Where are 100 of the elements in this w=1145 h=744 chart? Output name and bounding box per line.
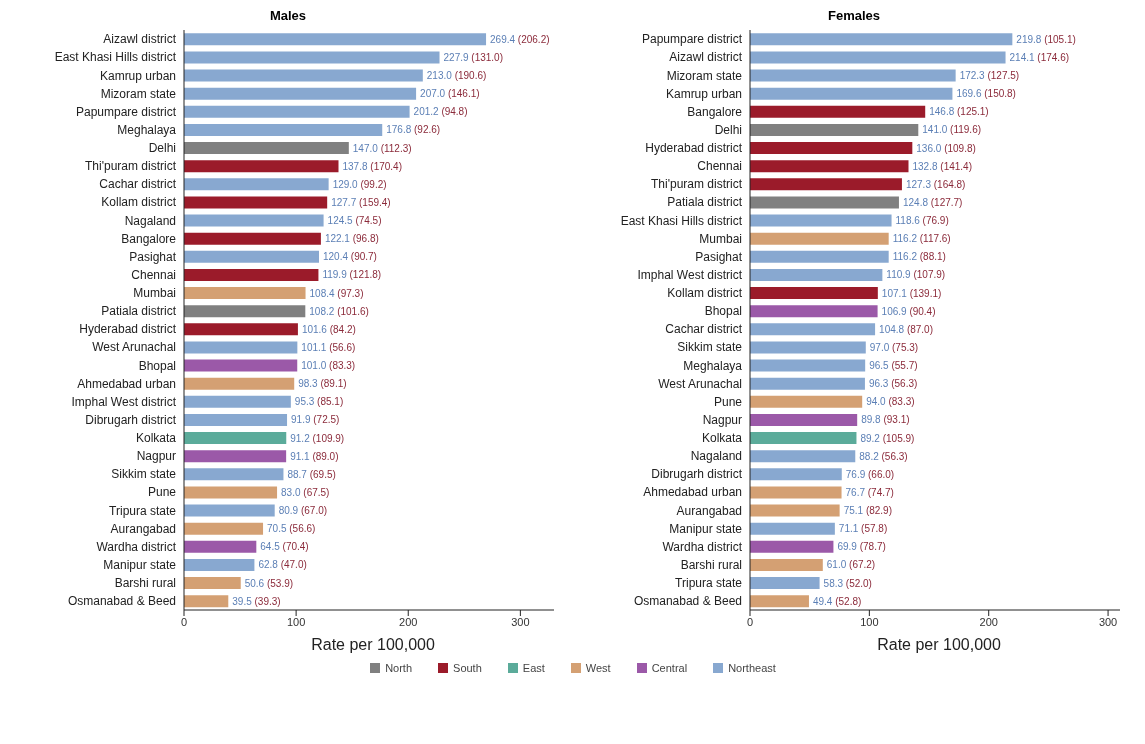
y-tick-label: Bhopal [138, 358, 176, 373]
legend-label: North [385, 662, 413, 674]
bar [750, 51, 1006, 64]
data-label: 124.5 (74.5) [327, 215, 382, 227]
data-label: 116.2 (117.6) [892, 233, 951, 245]
bar [184, 432, 287, 445]
data-label: 91.1 (89.0) [290, 450, 339, 462]
bar [750, 123, 919, 136]
bar [184, 69, 423, 82]
bar [184, 323, 298, 336]
data-label: 50.6 (53.9) [244, 577, 294, 589]
bar [184, 123, 383, 136]
bar [750, 577, 820, 590]
y-tick-label: Aizawl district [669, 50, 743, 65]
data-label: 94.0 (83.3) [866, 396, 915, 408]
y-tick-label: Papumpare district [75, 104, 177, 119]
data-label: 61.0 (67.2) [826, 559, 876, 571]
data-label: 120.4 (90.7) [322, 251, 377, 263]
y-tick-label: Cachar district [99, 177, 177, 192]
data-label: 118.6 (76.9) [895, 215, 949, 227]
bar [184, 558, 255, 571]
bar [750, 341, 866, 354]
y-tick-label: Osmanabad & Beed [633, 594, 742, 609]
bar [750, 69, 956, 82]
data-label: 108.4 (97.3) [309, 287, 364, 299]
data-label: 88.7 (69.5) [287, 468, 336, 480]
y-tick-label: Ahmedabad urban [643, 485, 742, 500]
y-tick-label: Osmanabad & Beed [67, 594, 176, 609]
y-tick-label: Ahmedabad urban [77, 376, 176, 391]
x-axis-title: Rate per 100,000 [310, 636, 436, 654]
bar [184, 142, 349, 155]
y-tick-label: Thi'puram district [651, 177, 743, 192]
data-label: 98.3 (89.1) [298, 378, 347, 390]
data-label: 89.8 (93.1) [861, 414, 910, 426]
y-tick-label: Sikkim state [677, 340, 743, 355]
data-label: 96.5 (55.7) [869, 360, 918, 372]
y-tick-label: West Arunachal [658, 376, 742, 391]
y-tick-label: Sikkim state [111, 467, 177, 482]
y-tick-label: Nagpur [702, 412, 742, 427]
legend-label: West [585, 662, 611, 674]
y-tick-label: Wardha district [662, 539, 743, 554]
data-label: 97.0 (75.3) [869, 341, 919, 353]
y-tick-label: East Khasi Hills district [54, 50, 177, 65]
bar [184, 359, 298, 372]
bar [184, 196, 328, 209]
data-label: 83.0 (67.5) [281, 486, 330, 498]
bar [184, 504, 275, 517]
data-label: 89.2 (105.9) [860, 432, 915, 444]
data-label: 147.0 (112.3) [352, 142, 412, 154]
data-label: 116.2 (88.1) [892, 251, 946, 263]
bar [184, 595, 229, 608]
data-label: 141.0 (119.6) [922, 124, 982, 136]
data-label: 146.8 (125.1) [929, 106, 989, 118]
y-tick-label: Kollam district [101, 195, 177, 210]
data-label: 227.9 (131.0) [443, 51, 504, 63]
data-label: 75.1 (82.9) [843, 505, 893, 517]
bar [184, 305, 306, 318]
data-label: 95.3 (85.1) [294, 396, 344, 408]
bar [750, 305, 878, 318]
bar [750, 33, 1013, 46]
bar [750, 232, 889, 245]
bar [750, 450, 856, 463]
bar [750, 214, 892, 227]
data-label: 172.3 (127.5) [959, 70, 1020, 82]
data-label: 176.8 (92.6) [386, 124, 441, 136]
data-label: 107.1 (139.1) [881, 287, 942, 299]
bar [750, 468, 842, 481]
data-label: 122.1 (96.8) [324, 233, 379, 245]
legend-label: Central [651, 662, 688, 674]
bar [184, 540, 257, 553]
data-label: 214.1 (174.6) [1009, 51, 1070, 63]
y-tick-label: Barshi rural [680, 557, 742, 572]
y-tick-label: East Khasi Hills district [620, 213, 743, 228]
data-label: 76.9 (66.0) [845, 468, 895, 480]
bar [750, 178, 902, 191]
y-tick-label: Aizawl district [103, 32, 177, 47]
y-tick-label: Tripura state [109, 503, 177, 518]
data-label: 136.0 (109.8) [916, 142, 976, 154]
y-tick-label: Pune [713, 394, 743, 409]
bar [184, 250, 319, 263]
bar [750, 540, 834, 553]
bar [184, 178, 329, 191]
data-label: 219.8 (105.1) [1016, 33, 1076, 45]
y-tick-label: West Arunachal [92, 340, 176, 355]
y-tick-label: Thi'puram district [85, 159, 177, 174]
x-tick-label: 200 [399, 615, 418, 628]
bar [750, 377, 865, 390]
bar [750, 395, 863, 408]
x-tick-label: 100 [860, 615, 879, 628]
x-tick-label: 100 [286, 615, 306, 628]
y-tick-label: Kollam district [667, 286, 743, 301]
bar [750, 558, 823, 571]
bar [184, 486, 278, 499]
legend-label: East [522, 662, 545, 674]
bar [750, 250, 889, 263]
data-label: 91.9 (72.5) [291, 414, 340, 426]
data-label: 129.0 (99.2) [332, 178, 387, 190]
bar [750, 105, 926, 118]
y-tick-label: Manipur state [669, 521, 743, 536]
data-label: 127.3 (164.8) [905, 178, 966, 190]
